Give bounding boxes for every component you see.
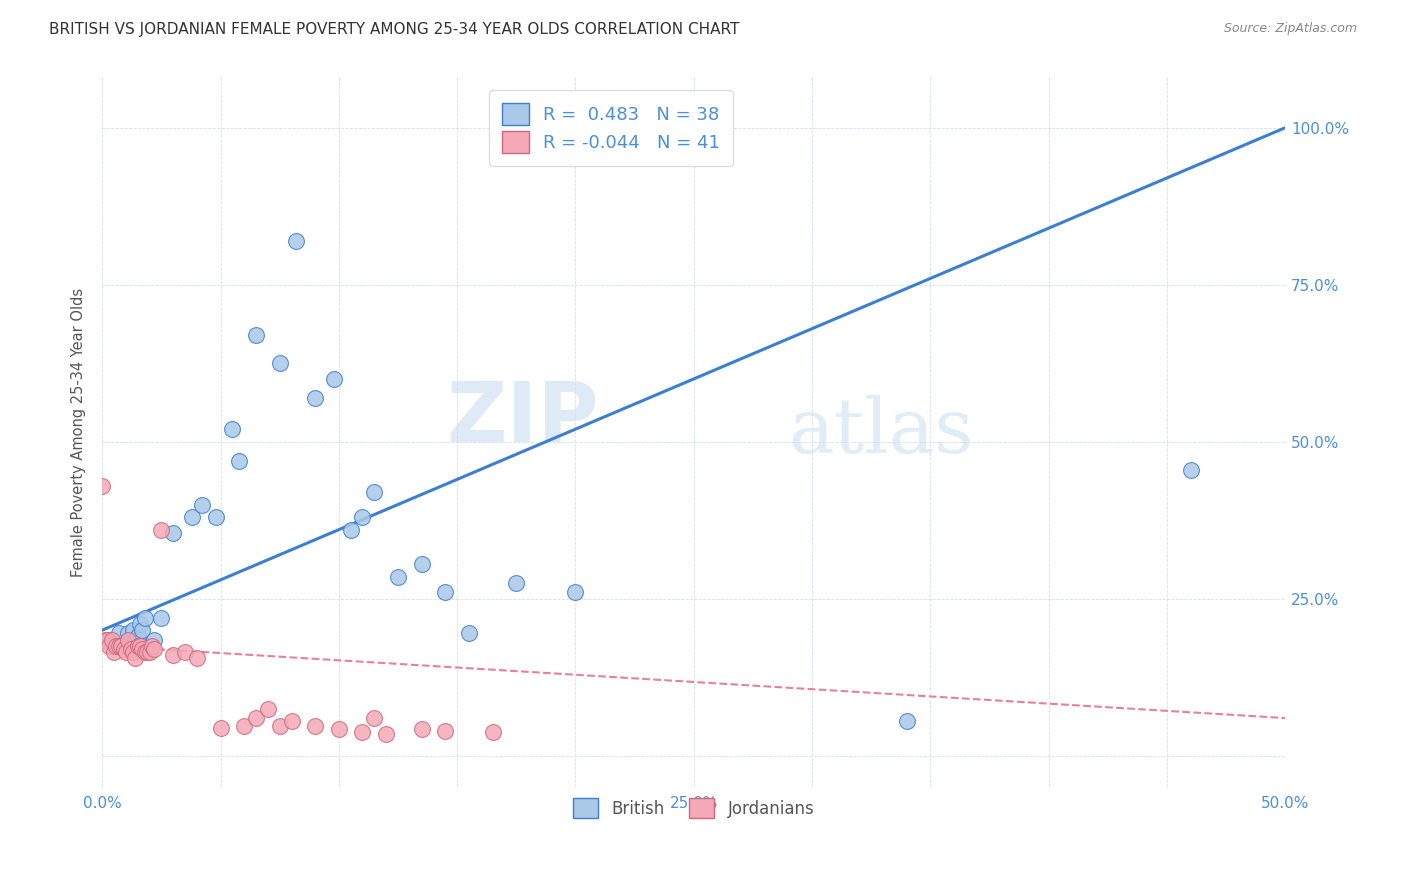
Point	[505, 576, 527, 591]
Point	[245, 711, 267, 725]
Point	[304, 391, 326, 405]
Point	[363, 485, 385, 500]
Point	[91, 478, 114, 492]
Point	[127, 639, 149, 653]
Point	[124, 632, 146, 647]
Text: Source: ZipAtlas.com: Source: ZipAtlas.com	[1223, 22, 1357, 36]
Point	[124, 651, 146, 665]
Point	[434, 585, 457, 599]
Point	[98, 632, 121, 647]
Point	[434, 723, 457, 738]
Point	[103, 639, 125, 653]
Point	[323, 372, 346, 386]
Point	[117, 626, 139, 640]
Point	[181, 510, 204, 524]
Point	[174, 645, 197, 659]
Point	[117, 632, 139, 647]
Point	[352, 725, 374, 739]
Point	[352, 510, 374, 524]
Point	[115, 645, 138, 659]
Point	[98, 639, 121, 653]
Point	[127, 629, 149, 643]
Point	[162, 648, 184, 663]
Point	[204, 510, 226, 524]
Text: atlas: atlas	[789, 395, 974, 469]
Point	[115, 636, 138, 650]
Legend: British, Jordanians: British, Jordanians	[567, 791, 821, 825]
Point	[411, 723, 433, 737]
Point	[93, 632, 115, 647]
Point	[131, 623, 153, 637]
Point	[122, 645, 145, 659]
Point	[141, 639, 163, 653]
Point	[339, 523, 361, 537]
Point	[134, 645, 156, 659]
Point	[110, 639, 132, 653]
Point	[129, 616, 152, 631]
Point	[136, 645, 159, 659]
Point	[129, 639, 152, 653]
Point	[411, 558, 433, 572]
Point	[245, 328, 267, 343]
Y-axis label: Female Poverty Among 25-34 Year Olds: Female Poverty Among 25-34 Year Olds	[72, 288, 86, 577]
Point	[150, 610, 173, 624]
Point	[304, 718, 326, 732]
Point	[280, 714, 302, 729]
Point	[143, 632, 166, 647]
Point	[120, 642, 142, 657]
Point	[209, 721, 232, 735]
Point	[134, 610, 156, 624]
Point	[112, 642, 135, 657]
Point	[105, 639, 128, 653]
Point	[131, 642, 153, 657]
Point	[269, 356, 291, 370]
Point	[112, 639, 135, 653]
Point	[186, 651, 208, 665]
Point	[122, 623, 145, 637]
Point	[1180, 463, 1202, 477]
Point	[100, 632, 122, 647]
Point	[190, 498, 212, 512]
Point	[228, 453, 250, 467]
Point	[564, 585, 586, 599]
Point	[458, 626, 481, 640]
Point	[387, 570, 409, 584]
Point	[481, 725, 503, 739]
Point	[896, 714, 918, 729]
Point	[162, 525, 184, 540]
Point	[103, 645, 125, 659]
Point	[269, 718, 291, 732]
Point	[138, 645, 160, 659]
Point	[107, 639, 129, 653]
Point	[375, 727, 398, 741]
Point	[96, 632, 118, 647]
Point	[107, 626, 129, 640]
Point	[285, 234, 308, 248]
Text: ZIP: ZIP	[447, 377, 599, 458]
Point	[120, 632, 142, 647]
Point	[150, 523, 173, 537]
Point	[328, 723, 350, 737]
Text: BRITISH VS JORDANIAN FEMALE POVERTY AMONG 25-34 YEAR OLDS CORRELATION CHART: BRITISH VS JORDANIAN FEMALE POVERTY AMON…	[49, 22, 740, 37]
Point	[143, 642, 166, 657]
Point	[363, 711, 385, 725]
Point	[233, 718, 256, 732]
Point	[138, 639, 160, 653]
Point	[221, 422, 243, 436]
Point	[256, 701, 278, 715]
